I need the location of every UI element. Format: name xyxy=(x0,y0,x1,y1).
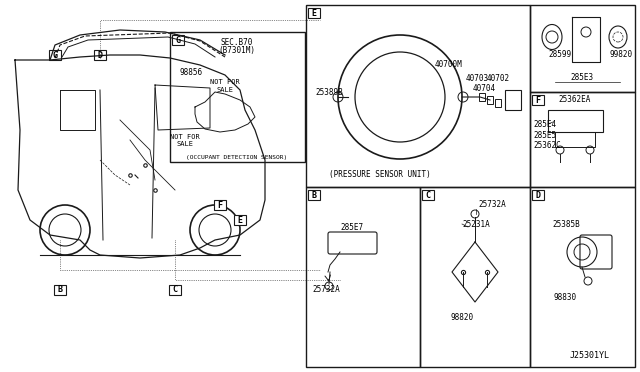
Bar xyxy=(306,187,420,367)
FancyBboxPatch shape xyxy=(172,35,184,45)
Text: D: D xyxy=(97,51,102,60)
FancyBboxPatch shape xyxy=(308,8,320,18)
Text: B: B xyxy=(58,285,63,295)
Text: 40702: 40702 xyxy=(487,74,510,83)
FancyBboxPatch shape xyxy=(308,190,320,200)
Text: J25301YL: J25301YL xyxy=(570,351,610,360)
Text: SALE: SALE xyxy=(216,87,234,93)
Text: 285E7: 285E7 xyxy=(340,222,363,231)
Bar xyxy=(306,5,530,187)
Bar xyxy=(530,92,635,187)
Text: 285E3: 285E3 xyxy=(570,73,593,81)
Text: 25362C: 25362C xyxy=(533,141,561,150)
Text: NOT FOR: NOT FOR xyxy=(210,79,240,85)
Text: G: G xyxy=(175,35,180,45)
FancyBboxPatch shape xyxy=(234,215,246,225)
FancyBboxPatch shape xyxy=(532,95,544,105)
Text: 25231A: 25231A xyxy=(462,219,490,228)
Text: D: D xyxy=(536,190,541,199)
Text: F: F xyxy=(536,96,541,105)
FancyBboxPatch shape xyxy=(94,50,106,60)
FancyBboxPatch shape xyxy=(49,50,61,60)
FancyBboxPatch shape xyxy=(214,200,226,210)
Text: C: C xyxy=(426,190,431,199)
Text: E: E xyxy=(237,215,243,224)
Text: G: G xyxy=(52,51,58,60)
FancyBboxPatch shape xyxy=(54,285,66,295)
FancyBboxPatch shape xyxy=(422,190,434,200)
FancyBboxPatch shape xyxy=(169,285,181,295)
Bar xyxy=(170,32,305,162)
Text: 28599: 28599 xyxy=(548,49,571,58)
Text: 285E5: 285E5 xyxy=(533,131,556,140)
Text: (OCCUPANT DETECTION SENSOR): (OCCUPANT DETECTION SENSOR) xyxy=(186,154,287,160)
Text: (B7301M): (B7301M) xyxy=(218,45,255,55)
Text: B: B xyxy=(312,190,317,199)
Text: E: E xyxy=(312,9,317,17)
Bar xyxy=(530,187,635,367)
Text: 25732A: 25732A xyxy=(312,285,340,294)
Text: NOT FOR: NOT FOR xyxy=(170,134,200,140)
Text: 25385B: 25385B xyxy=(552,219,580,228)
Bar xyxy=(530,5,635,92)
Text: 25362EA: 25362EA xyxy=(559,94,591,103)
Text: F: F xyxy=(218,201,223,209)
Text: 99820: 99820 xyxy=(610,49,633,58)
Text: 40704: 40704 xyxy=(473,83,496,93)
Text: 40700M: 40700M xyxy=(435,60,463,68)
Text: 40703: 40703 xyxy=(466,74,489,83)
Text: 98830: 98830 xyxy=(554,292,577,301)
Text: 285E4: 285E4 xyxy=(533,119,556,128)
Text: (PRESSURE SENSOR UNIT): (PRESSURE SENSOR UNIT) xyxy=(329,170,431,179)
Text: SALE: SALE xyxy=(177,141,193,147)
Text: SEC.B70: SEC.B70 xyxy=(221,38,253,46)
Bar xyxy=(420,187,530,367)
Text: 98820: 98820 xyxy=(451,312,474,321)
Text: C: C xyxy=(173,285,177,295)
Text: 25732A: 25732A xyxy=(478,199,506,208)
Text: 25389B: 25389B xyxy=(315,87,343,96)
FancyBboxPatch shape xyxy=(532,190,544,200)
Text: 98856: 98856 xyxy=(180,67,203,77)
